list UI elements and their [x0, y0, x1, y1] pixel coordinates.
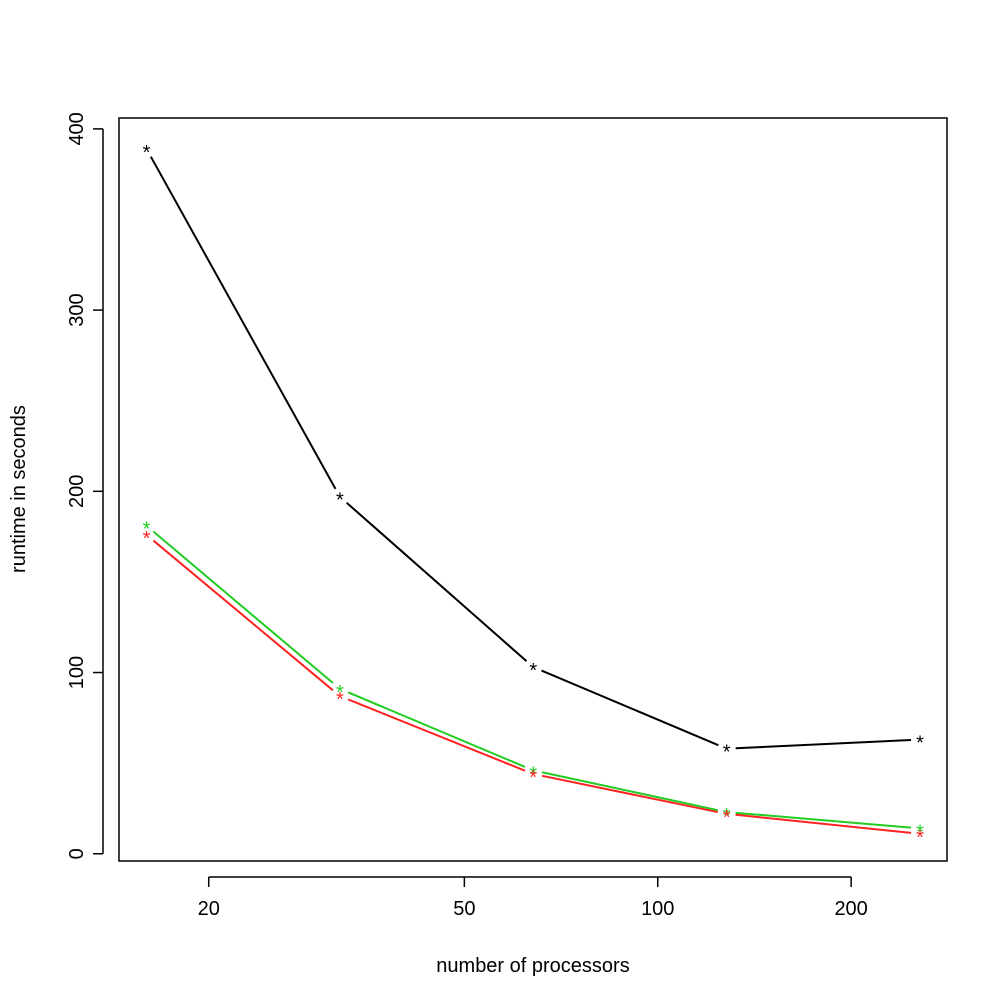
series-1: *****: [143, 519, 925, 844]
data-point-marker: *: [723, 805, 731, 827]
series-line-segment: [152, 539, 334, 692]
series-line-segment: [347, 698, 526, 772]
data-point-marker: *: [336, 689, 344, 711]
data-point-marker: *: [336, 490, 344, 512]
data-point-marker: *: [529, 660, 537, 682]
series-line-segment: [347, 691, 526, 768]
series-line-segment: [152, 530, 334, 684]
x-axis: 20 50 100 200: [198, 876, 868, 920]
x-axis-label: number of processors: [436, 955, 629, 977]
y-tick-label: 400: [66, 112, 88, 145]
y-axis-label: runtime in seconds: [8, 405, 30, 573]
data-point-marker: *: [143, 142, 151, 164]
series-line-segment: [541, 771, 719, 812]
series-line-segment: [735, 739, 912, 750]
x-tick-label: 200: [834, 898, 867, 920]
y-axis: 0 100 200 300 400: [66, 112, 104, 859]
data-point-marker: *: [529, 767, 537, 789]
data-point-marker: *: [916, 827, 924, 849]
x-tick-label: 20: [198, 898, 220, 920]
series-layer: **** ***********: [143, 142, 925, 849]
data-point-marker: *: [143, 519, 151, 541]
plot-frame: [118, 117, 948, 862]
data-point-marker: *: [723, 807, 731, 829]
y-tick-label: 0: [66, 848, 88, 859]
y-tick-label: 100: [66, 656, 88, 689]
data-point-marker: *: [143, 528, 151, 550]
series-line-segment: [541, 669, 719, 747]
y-tick-label: 200: [66, 475, 88, 508]
data-point-marker: *: [916, 821, 924, 843]
x-tick-label: 100: [641, 898, 674, 920]
series-line-segment: [541, 774, 719, 814]
y-tick-label: 300: [66, 293, 88, 326]
series-line-segment: [735, 813, 912, 834]
series-line-segment: [345, 501, 528, 662]
series-line-segment: [149, 156, 337, 490]
data-point-marker: *: [336, 682, 344, 704]
data-point-marker: *: [916, 733, 924, 755]
series-line-segment: [735, 811, 912, 829]
data-point-marker: *: [723, 742, 731, 764]
data-point-marker: *: [529, 763, 537, 785]
series-2: *****: [143, 528, 925, 849]
x-tick-label: 50: [453, 898, 475, 920]
series-0: **** *: [143, 142, 925, 764]
